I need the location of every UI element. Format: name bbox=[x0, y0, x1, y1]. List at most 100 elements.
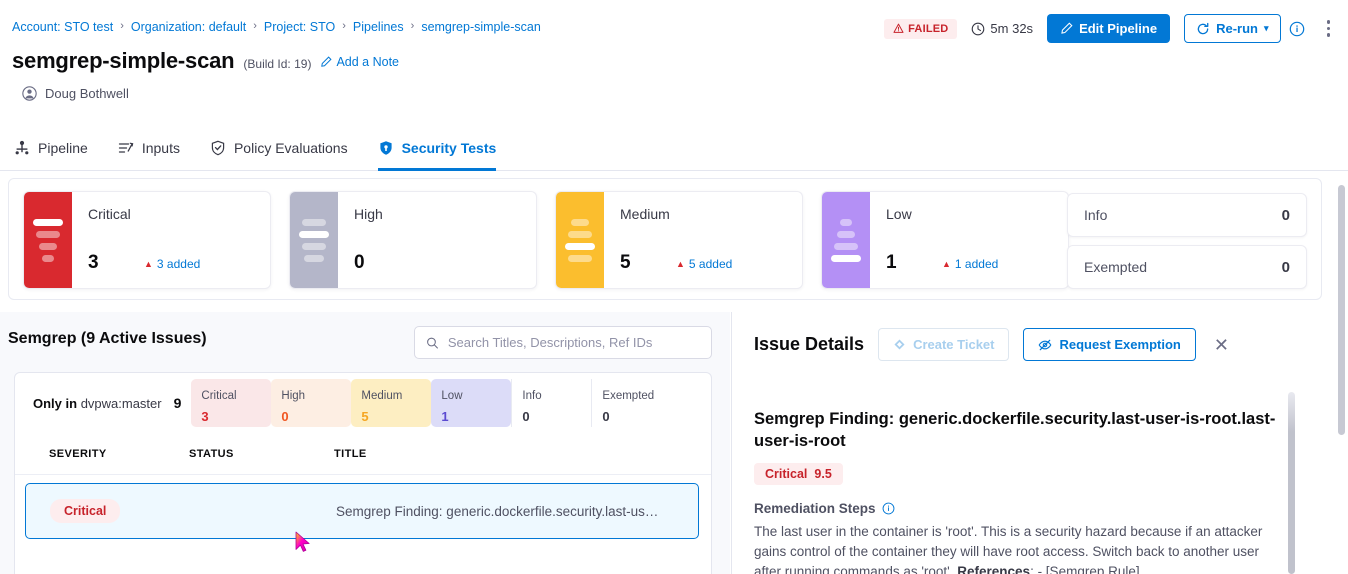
info-icon[interactable] bbox=[1289, 21, 1305, 37]
severity-card-body: High 0 bbox=[338, 192, 536, 288]
branch-name: dvpwa:master bbox=[80, 395, 162, 411]
tab-policy-evaluations[interactable]: Policy Evaluations bbox=[210, 125, 348, 171]
severity-card-label: High bbox=[354, 206, 383, 222]
create-ticket-label: Create Ticket bbox=[913, 337, 995, 352]
filter-chip-exempted[interactable]: Exempted 0 bbox=[591, 379, 681, 427]
eye-off-icon bbox=[1039, 339, 1052, 350]
stat-info[interactable]: Info 0 bbox=[1067, 193, 1307, 237]
pencil-icon bbox=[321, 56, 333, 67]
filter-chip-high[interactable]: High 0 bbox=[271, 379, 352, 427]
severity-card-critical[interactable]: Critical 3 ▲ 3 added bbox=[23, 191, 271, 289]
breadcrumb-item-project[interactable]: Project: STO bbox=[263, 20, 336, 34]
search-input[interactable] bbox=[447, 335, 700, 350]
severity-card-label: Critical bbox=[88, 206, 131, 222]
severity-card-added-label: 3 added bbox=[156, 257, 201, 271]
row-title: Semgrep Finding: generic.dockerfile.secu… bbox=[336, 503, 659, 519]
severity-card-high[interactable]: High 0 bbox=[289, 191, 537, 289]
breadcrumb-item-pipelines[interactable]: Pipelines bbox=[352, 20, 404, 34]
warning-triangle-icon bbox=[893, 23, 904, 33]
tab-inputs[interactable]: Inputs bbox=[118, 125, 180, 171]
issues-table-header: SEVERITY STATUS TITLE bbox=[15, 433, 711, 475]
severity-level-icon bbox=[556, 192, 604, 288]
severity-card-body: Critical 3 ▲ 3 added bbox=[72, 192, 270, 288]
breadcrumb-item-account[interactable]: Account: STO test bbox=[12, 20, 114, 34]
page-header: Account: STO test › Organization: defaul… bbox=[0, 0, 1348, 125]
filter-chip-low[interactable]: Low 1 bbox=[431, 379, 512, 427]
filter-chip-value: 0 bbox=[522, 409, 530, 424]
user-name: Doug Bothwell bbox=[45, 86, 129, 101]
only-in-text: Only in bbox=[33, 395, 78, 411]
row-severity-badge: Critical bbox=[50, 499, 121, 523]
branch-filter-row: Only in dvpwa:master 9 Critical 3 High 0 bbox=[15, 373, 711, 433]
header-actions: FAILED 5m 32s Edit Pipeline bbox=[884, 14, 1338, 43]
info-icon[interactable] bbox=[882, 502, 895, 515]
severity-card-count: 1 bbox=[886, 252, 897, 273]
add-note-button[interactable]: Add a Note bbox=[320, 55, 399, 69]
stat-info-label: Info bbox=[1084, 207, 1108, 223]
user-avatar-icon bbox=[22, 86, 37, 101]
column-header-severity[interactable]: SEVERITY bbox=[49, 447, 107, 460]
severity-card-low[interactable]: Low 1 ▲ 1 added bbox=[821, 191, 1069, 289]
remediation-text-part1: The last user in the container is 'root'… bbox=[754, 523, 1263, 574]
severity-card-label: Medium bbox=[620, 206, 670, 222]
filter-chip-value: 3 bbox=[201, 409, 209, 424]
severity-card-added-label: 5 added bbox=[688, 257, 733, 271]
clock-icon bbox=[972, 22, 985, 35]
filter-chip-medium[interactable]: Medium 5 bbox=[351, 379, 432, 427]
severity-filter-chips: Critical 3 High 0 Medium 5 Low bbox=[191, 379, 681, 427]
severity-level-icon bbox=[822, 192, 870, 288]
kebab-dot bbox=[1326, 20, 1330, 24]
side-stats: Info 0 Exempted 0 bbox=[1067, 193, 1307, 289]
filter-chip-value: 0 bbox=[602, 409, 610, 424]
breadcrumb-item-organization[interactable]: Organization: default bbox=[130, 20, 247, 34]
title-row: semgrep-simple-scan (Build Id: 19) Add a… bbox=[12, 48, 399, 74]
remediation-text-part2: : - [Semgrep Rule] bbox=[1030, 564, 1140, 574]
edit-pipeline-button[interactable]: Edit Pipeline bbox=[1047, 14, 1171, 43]
tab-security-tests[interactable]: Security Tests bbox=[377, 125, 496, 171]
scanner-heading: Semgrep (9 Active Issues) bbox=[8, 330, 207, 347]
tab-policy-evaluations-label: Policy Evaluations bbox=[233, 139, 348, 156]
severity-card-medium[interactable]: Medium 5 ▲ 5 added bbox=[555, 191, 803, 289]
column-header-status[interactable]: STATUS bbox=[189, 447, 234, 460]
severity-card-label: Low bbox=[886, 206, 912, 222]
rerun-button[interactable]: Re-run ▾ bbox=[1184, 14, 1281, 43]
breadcrumb-item-current[interactable]: semgrep-simple-scan bbox=[421, 20, 541, 34]
severity-card-added: ▲ 5 added bbox=[676, 257, 732, 271]
filter-chip-info[interactable]: Info 0 bbox=[511, 379, 591, 427]
remediation-text: The last user in the container is 'root'… bbox=[754, 522, 1282, 574]
tab-pipeline[interactable]: Pipeline bbox=[14, 125, 88, 171]
chevron-right-icon: › bbox=[253, 19, 257, 32]
edit-pipeline-label: Edit Pipeline bbox=[1079, 21, 1158, 36]
stat-exempted[interactable]: Exempted 0 bbox=[1067, 245, 1307, 289]
filter-chip-critical[interactable]: Critical 3 bbox=[191, 379, 272, 427]
chevron-right-icon: › bbox=[410, 19, 415, 32]
more-options-button[interactable] bbox=[1319, 16, 1339, 41]
column-header-title[interactable]: TITLE bbox=[334, 447, 367, 460]
rerun-label: Re-run bbox=[1216, 21, 1258, 36]
severity-card-added-label: 1 added bbox=[954, 257, 999, 271]
page-title: semgrep-simple-scan bbox=[12, 48, 235, 73]
remediation-heading-label: Remediation Steps bbox=[754, 500, 876, 516]
tab-pipeline-label: Pipeline bbox=[38, 139, 88, 156]
chevron-right-icon: › bbox=[120, 19, 124, 32]
finding-severity-label: Critical bbox=[765, 466, 808, 481]
severity-level-icon bbox=[290, 192, 338, 288]
filter-chip-label: Exempted bbox=[602, 390, 655, 402]
request-exemption-button[interactable]: Request Exemption bbox=[1023, 328, 1196, 361]
triangle-up-icon: ▲ bbox=[144, 258, 153, 269]
chevron-right-icon: › bbox=[342, 19, 346, 32]
close-icon[interactable]: ✕ bbox=[1213, 334, 1229, 355]
severity-card-count: 3 bbox=[88, 252, 99, 273]
issue-details-pane: Issue Details Create Ticket Request Exem… bbox=[731, 312, 1348, 574]
filter-chip-value: 5 bbox=[361, 409, 369, 424]
table-row[interactable]: Critical Semgrep Finding: generic.docker… bbox=[25, 483, 699, 539]
search-box[interactable] bbox=[414, 326, 712, 359]
filter-chip-value: 0 bbox=[281, 409, 289, 424]
create-ticket-button[interactable]: Create Ticket bbox=[878, 328, 1010, 361]
page-scrollbar-thumb[interactable] bbox=[1338, 185, 1345, 435]
security-shield-icon bbox=[379, 140, 392, 155]
issues-list-pane: Semgrep (9 Active Issues) Only in dvpwa:… bbox=[0, 312, 730, 574]
breadcrumb: Account: STO test › Organization: defaul… bbox=[12, 20, 541, 34]
details-scrollbar-thumb[interactable] bbox=[1288, 392, 1295, 574]
